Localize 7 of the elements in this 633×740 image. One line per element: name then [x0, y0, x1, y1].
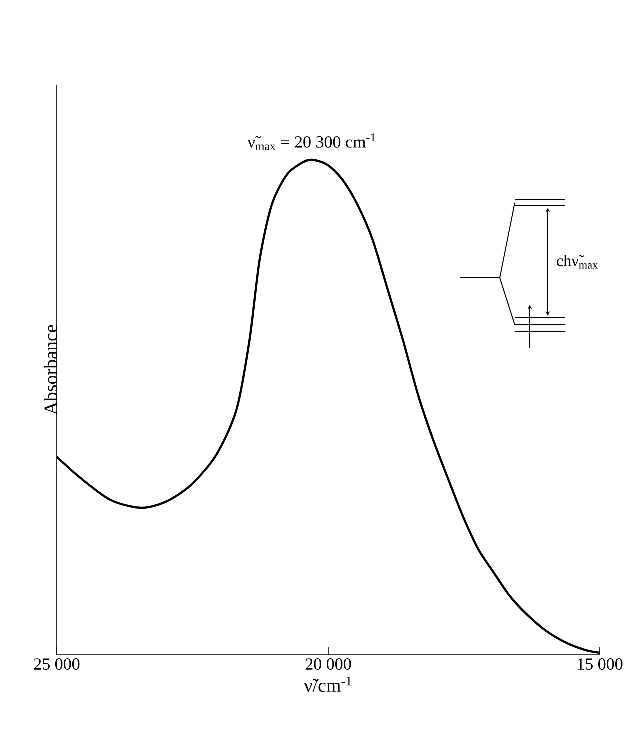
x-axis-title: ν̃/cm$^{-1}$: [304, 676, 352, 692]
annotation: ν̃$_{max}$ = 20 300 cm$^{-1}$: [248, 134, 376, 150]
x-tick-label: 25 000: [34, 658, 80, 670]
annotation: chν̃$_{max}$: [557, 255, 598, 269]
y-axis-title: Absorbance: [44, 325, 58, 416]
x-tick-label: 15 000: [578, 658, 623, 670]
x-tick-label: 20 000: [306, 658, 352, 670]
